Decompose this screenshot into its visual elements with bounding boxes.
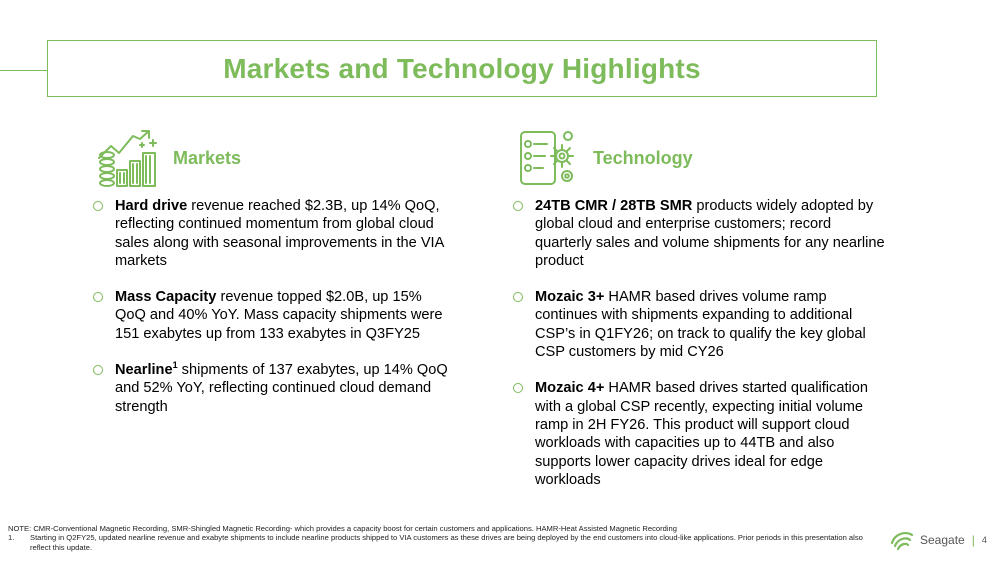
bullet-icon [93, 201, 103, 211]
brand-name: Seagate [920, 533, 965, 547]
markets-item-hard-drive: Hard drive revenue reached $2.3B, up 14%… [93, 197, 455, 270]
footer-separator: | [971, 533, 975, 547]
item-text: revenue reached $2.3B, up 14% QoQ, refle… [115, 198, 444, 269]
markets-header: Markets [95, 125, 455, 191]
growth-chart-coins-icon [98, 130, 157, 187]
markets-column: Markets Hard drive revenue reached $2.3B… [93, 125, 455, 434]
item-text: HAMR based drives volume ramp continues … [535, 289, 866, 361]
page-number: 4 [981, 535, 987, 545]
footnote-marker: 1 [172, 360, 178, 371]
markets-item-mass-capacity: Mass Capacity revenue topped $2.0B, up 1… [93, 288, 455, 343]
markets-list: Hard drive revenue reached $2.3B, up 14%… [93, 197, 455, 416]
technology-list: 24TB CMR / 28TB SMR products widely adop… [513, 197, 885, 489]
item-bold: Mozaic 4+ [535, 380, 605, 397]
item-text: products widely adopted by global cloud … [535, 198, 885, 269]
checklist-gears-icon [520, 131, 574, 185]
technology-item-cmr-smr: 24TB CMR / 28TB SMR products widely adop… [513, 197, 885, 270]
technology-column: Technology 24TB CMR / 28TB SMR products … [513, 125, 885, 507]
footnote-text: Starting in Q2FY25, updated nearline rev… [30, 533, 863, 552]
bullet-icon [513, 201, 523, 211]
bullet-icon [93, 365, 103, 376]
item-bold: Nearline [115, 362, 173, 379]
technology-item-mozaic-3: Mozaic 3+ HAMR based drives volume ramp … [513, 288, 885, 361]
markets-heading: Markets [173, 147, 242, 168]
item-text: shipments of 137 exabytes, up 14% QoQ an… [115, 362, 448, 415]
title-accent-line [0, 70, 48, 71]
technology-header: Technology [515, 125, 885, 191]
footnote-number: 1. [8, 533, 15, 543]
markets-item-nearline: Nearline1 shipments of 137 exabytes, up … [93, 360, 455, 416]
technology-item-mozaic-4: Mozaic 4+ HAMR based drives started qual… [513, 379, 885, 489]
bullet-icon [513, 383, 523, 394]
title-box: Markets and Technology Highlights [47, 40, 877, 97]
item-bold: Mozaic 3+ [535, 289, 605, 306]
item-text: HAMR based drives started qualification … [535, 380, 868, 488]
item-bold: Hard drive [115, 198, 188, 214]
item-bold: Mass Capacity [115, 289, 217, 306]
seagate-logo-icon [890, 532, 914, 551]
bullet-icon [93, 292, 103, 303]
footnotes: NOTE: CMR-Conventional Magnetic Recordin… [8, 524, 868, 552]
technology-heading: Technology [593, 147, 693, 168]
abbreviation-note: NOTE: CMR-Conventional Magnetic Recordin… [8, 524, 677, 533]
item-bold: 24TB CMR / 28TB SMR [535, 198, 693, 214]
footer-logo: Seagate | 4 [889, 529, 987, 551]
bullet-icon [513, 292, 523, 303]
footnote-1: 1. Starting in Q2FY25, updated nearline … [8, 533, 868, 552]
item-text: revenue topped $2.0B, up 15% QoQ and 40%… [115, 289, 443, 342]
page-title: Markets and Technology Highlights [223, 52, 701, 84]
